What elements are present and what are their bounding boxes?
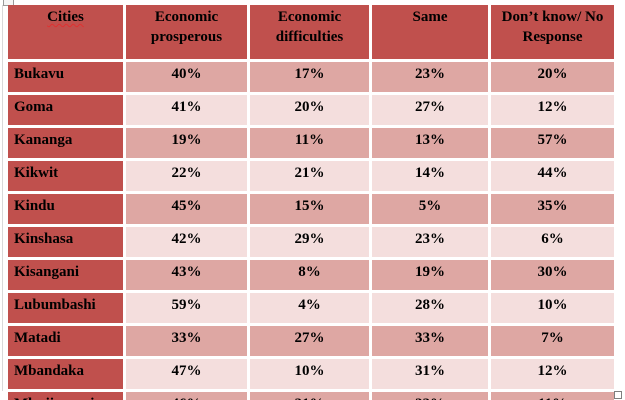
city-cell[interactable]: Matadi bbox=[8, 326, 123, 356]
header-label: Economic difficulties bbox=[275, 9, 344, 45]
city-label: Bukavu bbox=[14, 66, 65, 82]
value-cell[interactable]: 46% bbox=[126, 392, 247, 400]
table-header: Cities Economic prosperous Economic diffic… bbox=[8, 5, 614, 59]
value-cell[interactable]: 47% bbox=[126, 359, 247, 389]
city-cell[interactable]: Kinshasa bbox=[8, 227, 123, 257]
city-label: Kinshasa bbox=[14, 231, 74, 247]
value-cell[interactable]: 10% bbox=[250, 359, 369, 389]
value-cell[interactable]: 10% bbox=[491, 293, 614, 323]
header-label: Economic prosperous bbox=[150, 9, 223, 45]
value-cell[interactable]: 21% bbox=[250, 392, 369, 400]
table-row: Mbuji- mayi 46%21%22%11% bbox=[8, 392, 614, 400]
city-cell[interactable]: Lubumbashi bbox=[8, 293, 123, 323]
header-cell-2[interactable]: Economic difficulties bbox=[250, 5, 369, 59]
value-cell[interactable]: 15% bbox=[250, 194, 369, 224]
city-cell[interactable]: Mbuji- mayi bbox=[8, 392, 123, 400]
table-resize-handle-icon[interactable] bbox=[614, 391, 622, 399]
value-cell[interactable]: 6% bbox=[491, 227, 614, 257]
header-label: Cities bbox=[47, 9, 84, 25]
table-row: Lubumbashi 59% 4% 28% 10% bbox=[8, 293, 614, 323]
city-label: Goma bbox=[14, 99, 54, 115]
value-cell[interactable]: 11% bbox=[491, 392, 614, 400]
value-cell[interactable]: 33% bbox=[126, 326, 247, 356]
table-row: Kananga 19% 11% 13% 57% bbox=[8, 128, 614, 158]
header-cell-1[interactable]: Economic prosperous bbox=[126, 5, 247, 59]
table-row: Kindu 45% 15% 5% 35% bbox=[8, 194, 614, 224]
value-cell[interactable]: 40% bbox=[126, 62, 247, 92]
city-label: Matadi bbox=[14, 330, 61, 346]
value-cell[interactable]: 19% bbox=[126, 128, 247, 158]
value-cell[interactable]: 22% bbox=[372, 392, 488, 400]
header-cell-3[interactable]: Same bbox=[372, 5, 488, 59]
city-cell[interactable]: Kindu bbox=[8, 194, 123, 224]
value-cell[interactable]: 20% bbox=[491, 62, 614, 92]
table-row: Kisangani 43% 8% 19% 30% bbox=[8, 260, 614, 290]
city-label: Mbandaka bbox=[14, 363, 85, 379]
city-cell[interactable]: Bukavu bbox=[8, 62, 123, 92]
value-cell[interactable]: 28% bbox=[372, 293, 488, 323]
city-cell[interactable]: Kikwit bbox=[8, 161, 123, 191]
value-cell[interactable]: 43% bbox=[126, 260, 247, 290]
header-cell-0[interactable]: Cities bbox=[8, 5, 123, 59]
value-cell[interactable]: 12% bbox=[491, 95, 614, 125]
value-cell[interactable]: 23% bbox=[372, 227, 488, 257]
table-body: Bukavu 40% 17% 23% 20% Goma 41% 20% 27% 12% Kanang… bbox=[8, 62, 614, 400]
value-cell[interactable]: 23% bbox=[372, 62, 488, 92]
table-row: Kinshasa 42% 29% 23% 6% bbox=[8, 227, 614, 257]
city-label: Kindu bbox=[14, 198, 55, 214]
table-row: Bukavu 40% 17% 23% 20% bbox=[8, 62, 614, 92]
value-cell[interactable]: 41% bbox=[126, 95, 247, 125]
value-cell[interactable]: 42% bbox=[126, 227, 247, 257]
city-survey-table: Cities Economic prosperous Economic diffic… bbox=[5, 2, 617, 400]
header-label: Same bbox=[412, 9, 448, 25]
value-cell[interactable]: 57% bbox=[491, 128, 614, 158]
value-cell[interactable]: 12% bbox=[491, 359, 614, 389]
value-cell[interactable]: 21% bbox=[250, 161, 369, 191]
value-cell[interactable]: 27% bbox=[372, 95, 488, 125]
city-label: Mbuji- mayi bbox=[14, 396, 94, 400]
header-label: Don’t know/ No Response bbox=[501, 9, 604, 45]
table-row: Mbandaka 47% 10% 31% 12% bbox=[8, 359, 614, 389]
value-cell[interactable]: 17% bbox=[250, 62, 369, 92]
text-boundary-line bbox=[2, 5, 3, 391]
value-cell[interactable]: 30% bbox=[491, 260, 614, 290]
value-cell[interactable]: 20% bbox=[250, 95, 369, 125]
city-label: Kisangani bbox=[14, 264, 80, 280]
header-cell-4[interactable]: Don’t know/ No Response bbox=[491, 5, 614, 59]
table-row: Goma 41% 20% 27% 12% bbox=[8, 95, 614, 125]
value-cell[interactable]: 59% bbox=[126, 293, 247, 323]
city-cell[interactable]: Kananga bbox=[8, 128, 123, 158]
value-cell[interactable]: 44% bbox=[491, 161, 614, 191]
value-cell[interactable]: 14% bbox=[372, 161, 488, 191]
table-row: Matadi 33% 27% 33% 7% bbox=[8, 326, 614, 356]
value-cell[interactable]: 5% bbox=[372, 194, 488, 224]
value-cell[interactable]: 33% bbox=[372, 326, 488, 356]
value-cell[interactable]: 31% bbox=[372, 359, 488, 389]
header-row: Cities Economic prosperous Economic diffic… bbox=[8, 5, 614, 59]
value-cell[interactable]: 22% bbox=[126, 161, 247, 191]
city-cell[interactable]: Mbandaka bbox=[8, 359, 123, 389]
value-cell[interactable]: 4% bbox=[250, 293, 369, 323]
city-label: Kananga bbox=[14, 132, 73, 148]
city-label: Kikwit bbox=[14, 165, 59, 181]
table-row: Kikwit 22% 21% 14% 44% bbox=[8, 161, 614, 191]
value-cell[interactable]: 13% bbox=[372, 128, 488, 158]
value-cell[interactable]: 8% bbox=[250, 260, 369, 290]
value-cell[interactable]: 7% bbox=[491, 326, 614, 356]
city-label: Lubumbashi bbox=[14, 297, 96, 313]
city-cell[interactable]: Kisangani bbox=[8, 260, 123, 290]
value-cell[interactable]: 27% bbox=[250, 326, 369, 356]
value-cell[interactable]: 45% bbox=[126, 194, 247, 224]
value-cell[interactable]: 29% bbox=[250, 227, 369, 257]
value-cell[interactable]: 19% bbox=[372, 260, 488, 290]
value-cell[interactable]: 35% bbox=[491, 194, 614, 224]
value-cell[interactable]: 11% bbox=[250, 128, 369, 158]
city-cell[interactable]: Goma bbox=[8, 95, 123, 125]
